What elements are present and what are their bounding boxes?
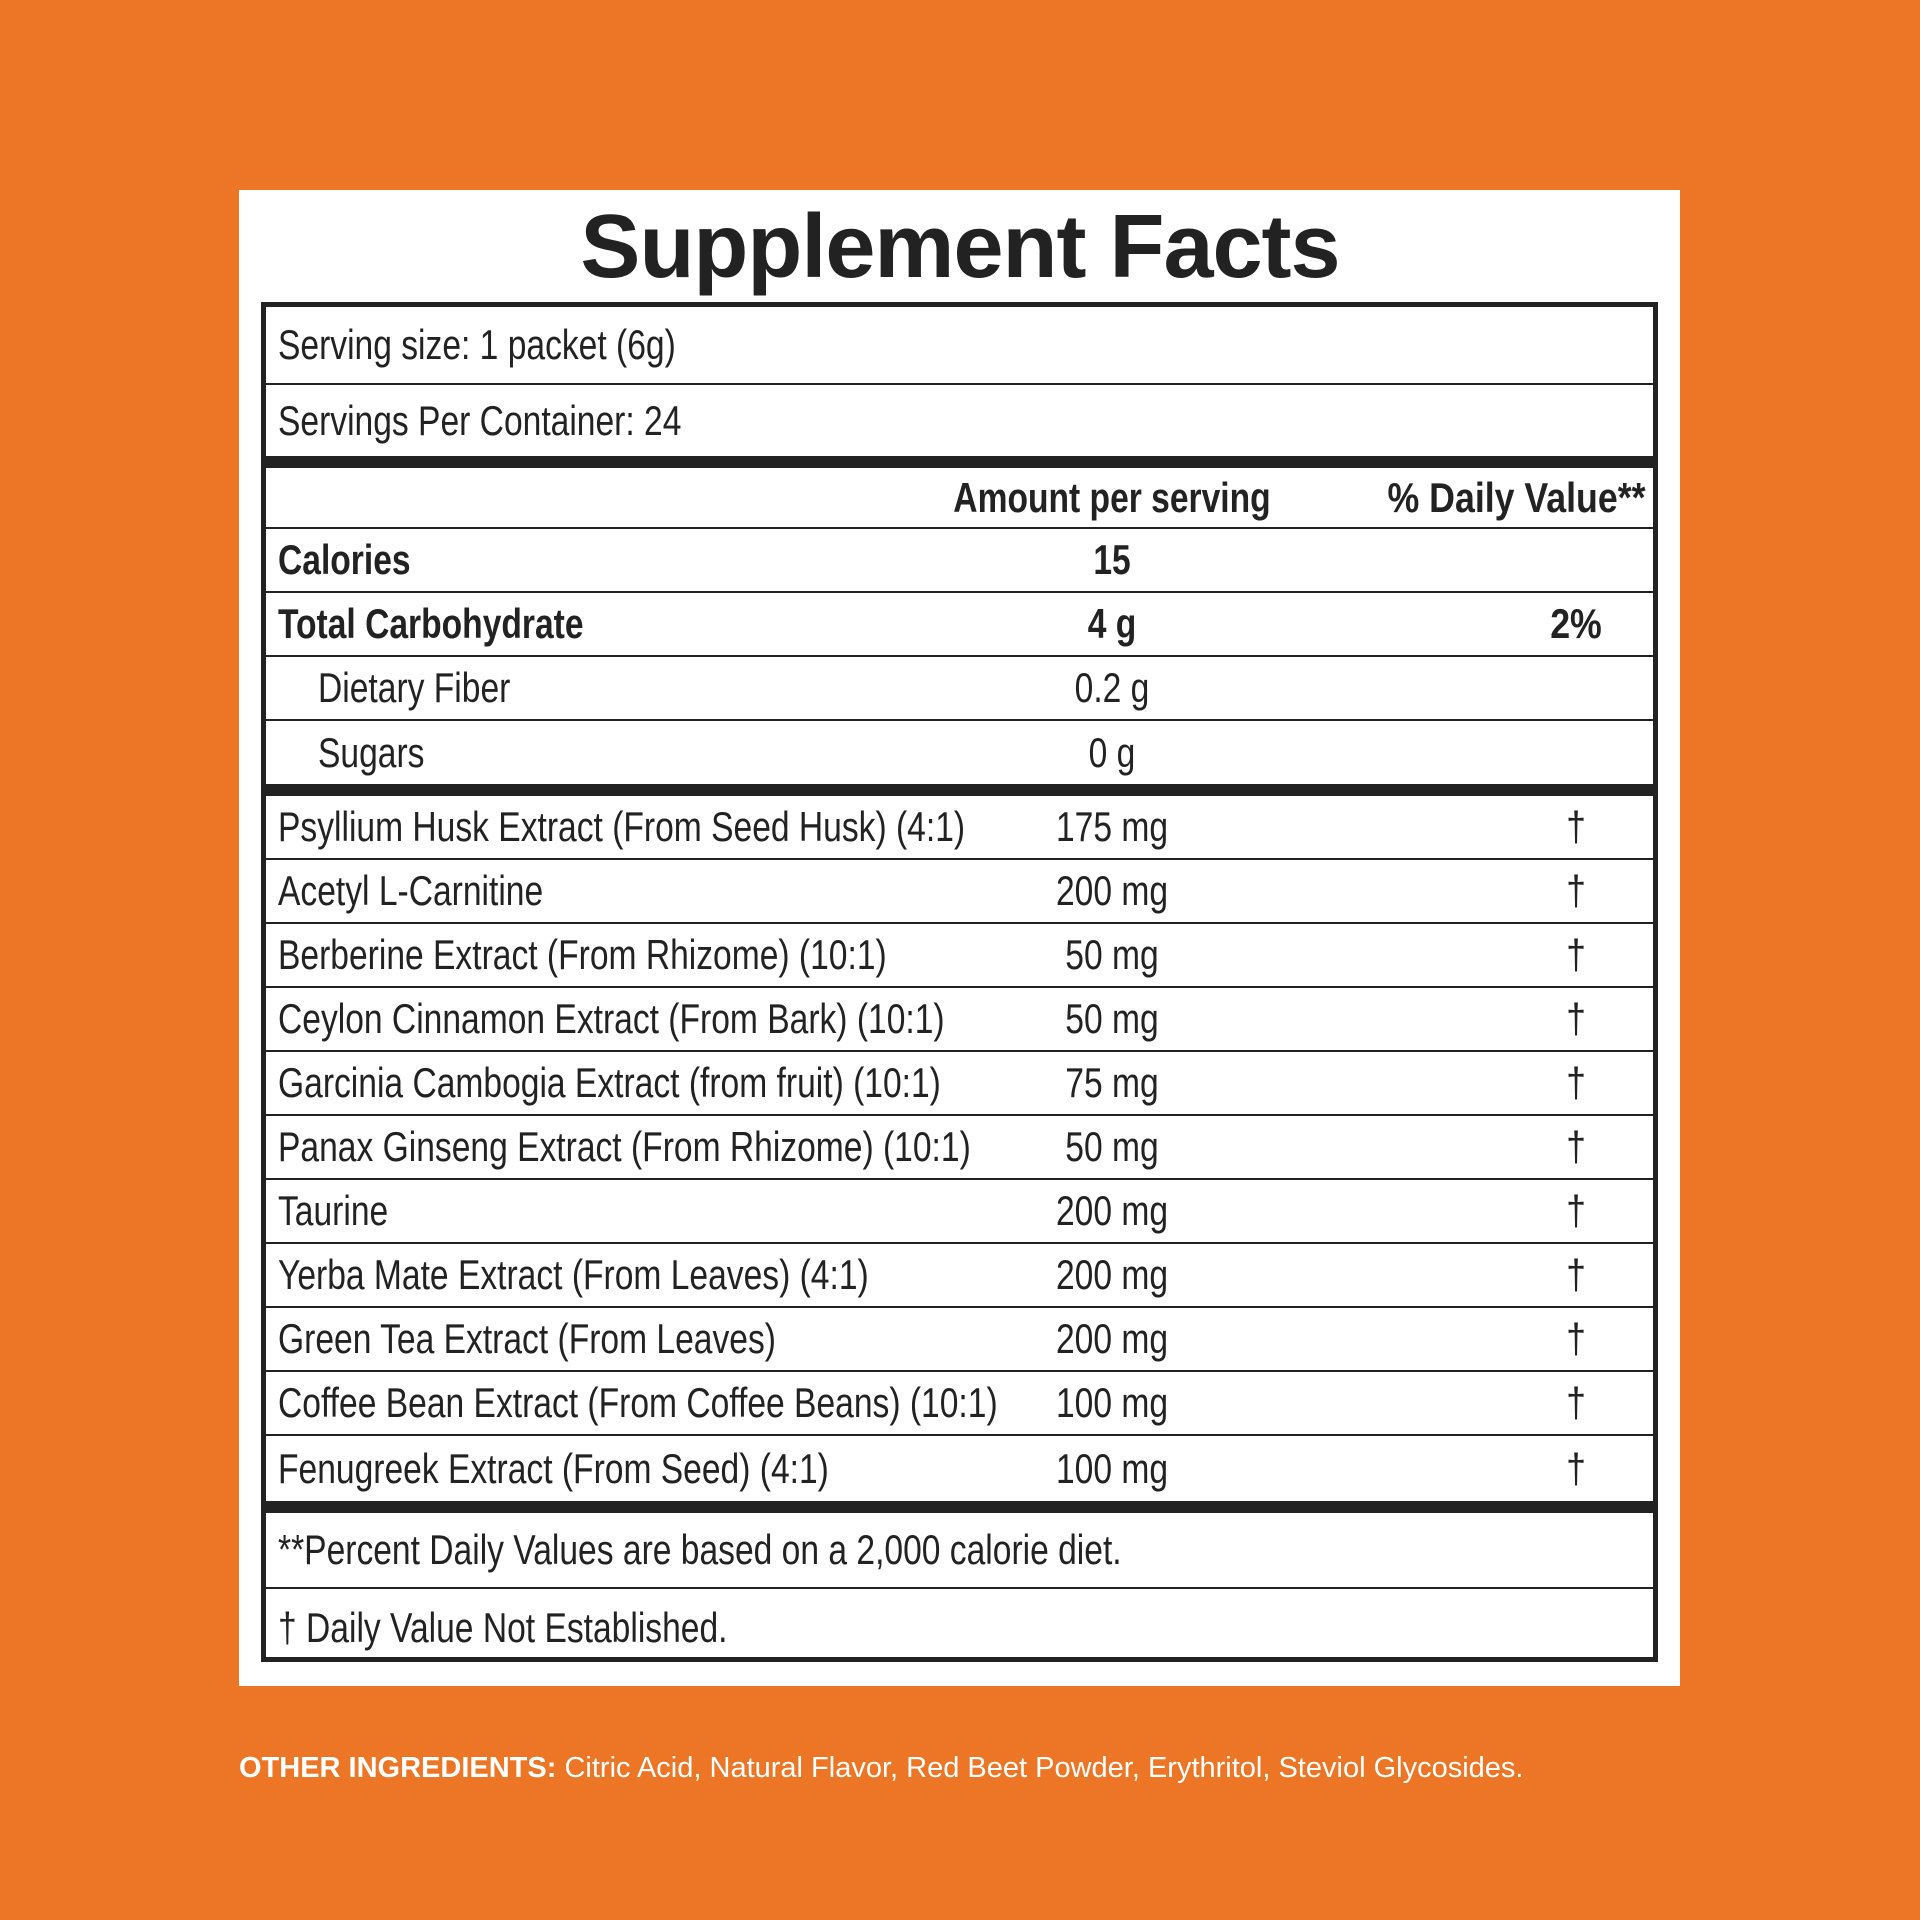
nutrient-name: Calories <box>278 536 411 583</box>
ingredient-daily-value: † <box>1566 1315 1586 1362</box>
ingredient-amount: 100 mg <box>1055 1444 1169 1492</box>
servings-per-container: Servings Per Container: 24 <box>278 396 682 444</box>
table-row: Berberine Extract (From Rhizome) (10:1) 5… <box>266 924 1653 988</box>
table-row: † Daily Value Not Established. <box>266 1589 1653 1666</box>
ingredient-daily-value: † <box>1566 1187 1586 1234</box>
nutrient-amount: 15 <box>1093 536 1131 583</box>
ingredient-amount: 200 mg <box>1055 867 1169 914</box>
ingredient-name: Psyllium Husk Extract (From Seed Husk) (… <box>278 803 966 850</box>
ingredient-name: Fenugreek Extract (From Seed) (4:1) <box>278 1444 829 1492</box>
table-row: Ceylon Cinnamon Extract (From Bark) (10:… <box>266 988 1653 1052</box>
header-amount: Amount per serving <box>953 473 1271 521</box>
other-ingredients-text: Citric Acid, Natural Flavor, Red Beet Po… <box>564 1752 1524 1784</box>
ingredient-amount: 200 mg <box>1055 1187 1169 1234</box>
table-row: Sugars 0 g <box>266 721 1653 796</box>
ingredient-name: Berberine Extract (From Rhizome) (10:1) <box>278 931 887 978</box>
label-panel <box>239 190 1680 1686</box>
ingredient-name: Ceylon Cinnamon Extract (From Bark) (10:… <box>278 995 945 1042</box>
ingredient-daily-value: † <box>1566 1123 1586 1170</box>
nutrient-name: Dietary Fiber <box>318 664 511 711</box>
ingredient-amount: 50 mg <box>1065 1123 1159 1170</box>
ingredient-daily-value: † <box>1566 1444 1586 1492</box>
table-row: Acetyl L-Carnitine 200 mg † <box>266 860 1653 924</box>
table-row: Servings Per Container: 24 <box>266 385 1653 468</box>
nutrient-amount: 4 g <box>1087 600 1137 647</box>
nutrient-amount: 0.2 g <box>1074 664 1150 711</box>
ingredient-amount: 50 mg <box>1065 931 1159 978</box>
table-row: Calories 15 <box>266 529 1653 593</box>
table-row: Green Tea Extract (From Leaves) 200 mg † <box>266 1308 1653 1372</box>
facts-table: Serving size: 1 packet (6g) Servings Per … <box>261 302 1658 1662</box>
footnote: † Daily Value Not Established. <box>278 1603 728 1651</box>
table-row: Amount per serving % Daily Value** <box>266 468 1653 529</box>
ingredient-name: Green Tea Extract (From Leaves) <box>278 1315 776 1362</box>
other-ingredients: OTHER INGREDIENTS: Citric Acid, Natural … <box>239 1752 1523 1785</box>
table-row: Panax Ginseng Extract (From Rhizome) (10… <box>266 1116 1653 1180</box>
ingredient-name: Acetyl L-Carnitine <box>278 867 544 914</box>
table-row: Total Carbohydrate 4 g 2% <box>266 593 1653 657</box>
header-daily-value: % Daily Value** <box>1387 473 1645 521</box>
nutrient-amount: 0 g <box>1088 728 1136 776</box>
ingredient-daily-value: † <box>1566 1059 1586 1106</box>
ingredient-name: Panax Ginseng Extract (From Rhizome) (10… <box>278 1123 971 1170</box>
ingredient-amount: 200 mg <box>1055 1251 1169 1298</box>
ingredient-amount: 100 mg <box>1055 1379 1169 1426</box>
table-row: Psyllium Husk Extract (From Seed Husk) (… <box>266 796 1653 860</box>
table-row: Taurine 200 mg † <box>266 1180 1653 1244</box>
ingredient-name: Garcinia Cambogia Extract (from fruit) (… <box>278 1059 941 1106</box>
footnote: **Percent Daily Values are based on a 2,… <box>278 1526 1122 1573</box>
ingredient-daily-value: † <box>1566 1251 1586 1298</box>
ingredient-daily-value: † <box>1566 803 1586 850</box>
ingredient-name: Yerba Mate Extract (From Leaves) (4:1) <box>278 1251 869 1298</box>
ingredient-daily-value: † <box>1566 931 1586 978</box>
ingredient-daily-value: † <box>1566 867 1586 914</box>
nutrient-name: Sugars <box>318 728 425 776</box>
table-row: Coffee Bean Extract (From Coffee Beans) … <box>266 1372 1653 1436</box>
nutrient-daily-value: 2% <box>1550 600 1602 647</box>
ingredient-daily-value: † <box>1566 995 1586 1042</box>
ingredient-name: Coffee Bean Extract (From Coffee Beans) … <box>278 1379 998 1426</box>
other-ingredients-label: OTHER INGREDIENTS: <box>239 1752 557 1784</box>
ingredient-amount: 50 mg <box>1065 995 1159 1042</box>
ingredient-daily-value: † <box>1566 1379 1586 1426</box>
nutrient-name: Total Carbohydrate <box>278 600 584 647</box>
table-row: Dietary Fiber 0.2 g <box>266 657 1653 721</box>
serving-size: Serving size: 1 packet (6g) <box>278 321 676 368</box>
ingredient-amount: 75 mg <box>1065 1059 1159 1106</box>
title: Supplement Facts <box>580 197 1340 297</box>
table-row: Yerba Mate Extract (From Leaves) (4:1) 20… <box>266 1244 1653 1308</box>
table-row: Serving size: 1 packet (6g) <box>266 307 1653 385</box>
table-row: Fenugreek Extract (From Seed) (4:1) 100 m… <box>266 1436 1653 1513</box>
table-row: **Percent Daily Values are based on a 2,… <box>266 1513 1653 1589</box>
table-row: Garcinia Cambogia Extract (from fruit) (… <box>266 1052 1653 1116</box>
ingredient-name: Taurine <box>278 1187 389 1234</box>
ingredient-amount: 200 mg <box>1055 1315 1169 1362</box>
ingredient-amount: 175 mg <box>1055 803 1169 850</box>
